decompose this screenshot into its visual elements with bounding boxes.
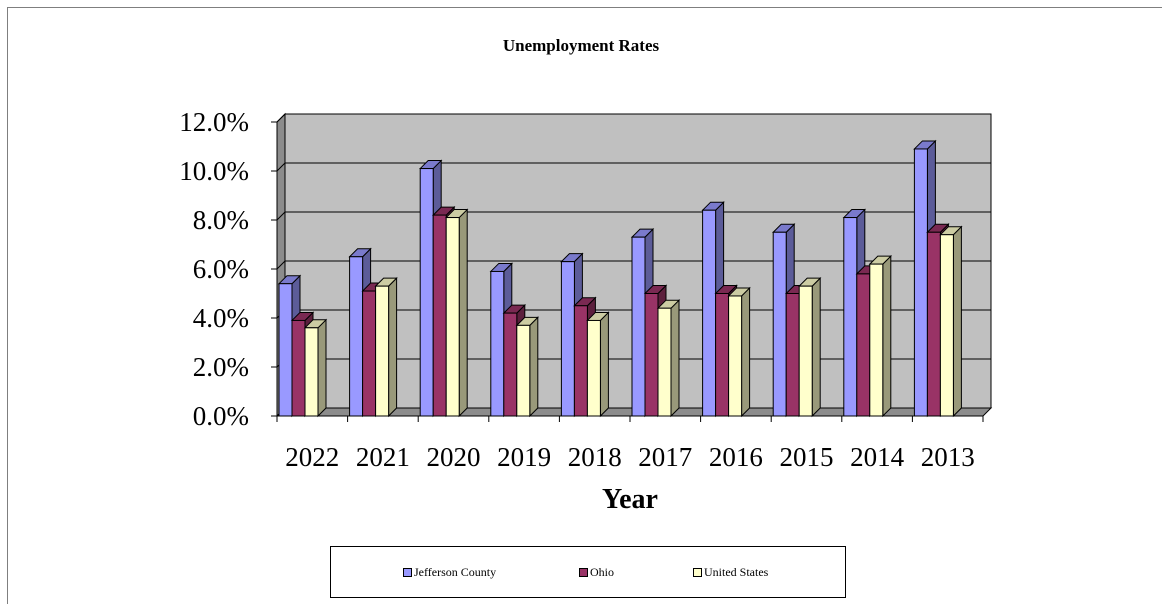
x-tick-label: 2018	[568, 442, 622, 472]
gridline-side	[276, 260, 286, 270]
x-tick-label: 2022	[285, 442, 339, 472]
x-axis-title: Year	[602, 484, 658, 515]
y-tick-labels: 0.0% 2.0% 4.0% 6.0% 8.0% 10.0% 12.0%	[179, 107, 249, 431]
bar	[797, 276, 822, 418]
y-tick-label: 8.0%	[193, 205, 249, 235]
bar-front	[375, 285, 390, 417]
bar-side	[458, 208, 468, 418]
bar-front	[560, 261, 575, 417]
x-tick-label: 2021	[356, 442, 410, 472]
bar-front	[644, 293, 659, 417]
x-tick-label: 2019	[497, 442, 551, 472]
bar-front	[291, 319, 306, 417]
bar-front	[798, 285, 813, 417]
bar-front	[516, 324, 531, 417]
bar-front	[702, 209, 717, 417]
bar-side	[670, 298, 680, 418]
legend-item: Jefferson County	[403, 565, 496, 580]
bar-side	[811, 276, 821, 418]
bar-side	[388, 276, 398, 418]
legend-label: Ohio	[590, 565, 614, 579]
legend-swatch	[403, 568, 412, 577]
y-tick-label: 0.0%	[193, 401, 249, 431]
y-tick-label: 10.0%	[179, 156, 249, 186]
bar-side	[952, 225, 962, 418]
bar-front	[278, 283, 293, 417]
bar	[727, 286, 751, 418]
legend-swatch	[579, 568, 588, 577]
bar	[444, 208, 469, 418]
legend-label: Jefferson County	[414, 565, 497, 579]
x-tick-label: 2016	[709, 442, 763, 472]
bar-front	[715, 293, 730, 417]
y-tick-label: 4.0%	[193, 303, 249, 333]
gridline-side	[276, 162, 286, 172]
bar	[868, 254, 893, 418]
bar-front	[772, 231, 787, 417]
bar	[515, 316, 540, 418]
bar	[939, 225, 963, 418]
x-tick-label: 2017	[638, 442, 692, 472]
bar-front	[869, 263, 884, 417]
bar-front	[926, 231, 941, 417]
legend-item: Ohio	[579, 565, 614, 580]
bar-front	[785, 293, 800, 417]
bars	[277, 139, 963, 418]
legend-swatch	[693, 568, 702, 577]
bar	[303, 318, 328, 418]
bar-side	[882, 254, 892, 418]
axes	[271, 121, 984, 422]
bar-front	[728, 295, 743, 417]
bar-front	[657, 307, 672, 417]
gridline-side	[276, 211, 286, 221]
x-tick-label: 2014	[850, 442, 905, 472]
bar-side	[529, 316, 539, 418]
bar-front	[843, 217, 858, 417]
x-tick-label: 2020	[427, 442, 481, 472]
bar-front	[490, 270, 505, 417]
bar-front	[631, 236, 646, 417]
bar-front	[503, 312, 518, 417]
bar-front	[856, 273, 871, 417]
bar-front	[445, 217, 460, 417]
y-tick-label: 2.0%	[193, 352, 249, 382]
bar-front	[586, 319, 601, 417]
legend: Jefferson County Ohio United States	[330, 546, 846, 598]
gridline-side	[276, 113, 286, 123]
x-tick-label: 2015	[780, 442, 834, 472]
bar-front	[304, 327, 319, 417]
bar-front	[432, 214, 447, 417]
x-tick-label: 2013	[921, 442, 975, 472]
bar-side	[599, 311, 609, 418]
legend-item: United States	[693, 565, 768, 580]
bar-front	[913, 148, 928, 417]
bar-side	[317, 318, 327, 418]
bar-front	[362, 290, 377, 417]
bar-front	[939, 234, 954, 417]
bar-front	[349, 256, 364, 417]
bar	[586, 311, 610, 418]
y-tick-label: 6.0%	[193, 254, 249, 284]
chart-title: Unemployment Rates	[502, 36, 660, 55]
legend-label: United States	[704, 565, 769, 579]
y-tick-label: 12.0%	[179, 107, 249, 137]
bar-side	[741, 286, 751, 418]
bar	[656, 298, 681, 418]
bar-front	[573, 305, 588, 417]
x-tick-labels: 2022 2021 2020 2019 2018 2017 2016 2015 2014 2013	[285, 442, 974, 472]
bar	[374, 276, 398, 418]
bar-front	[419, 168, 434, 417]
